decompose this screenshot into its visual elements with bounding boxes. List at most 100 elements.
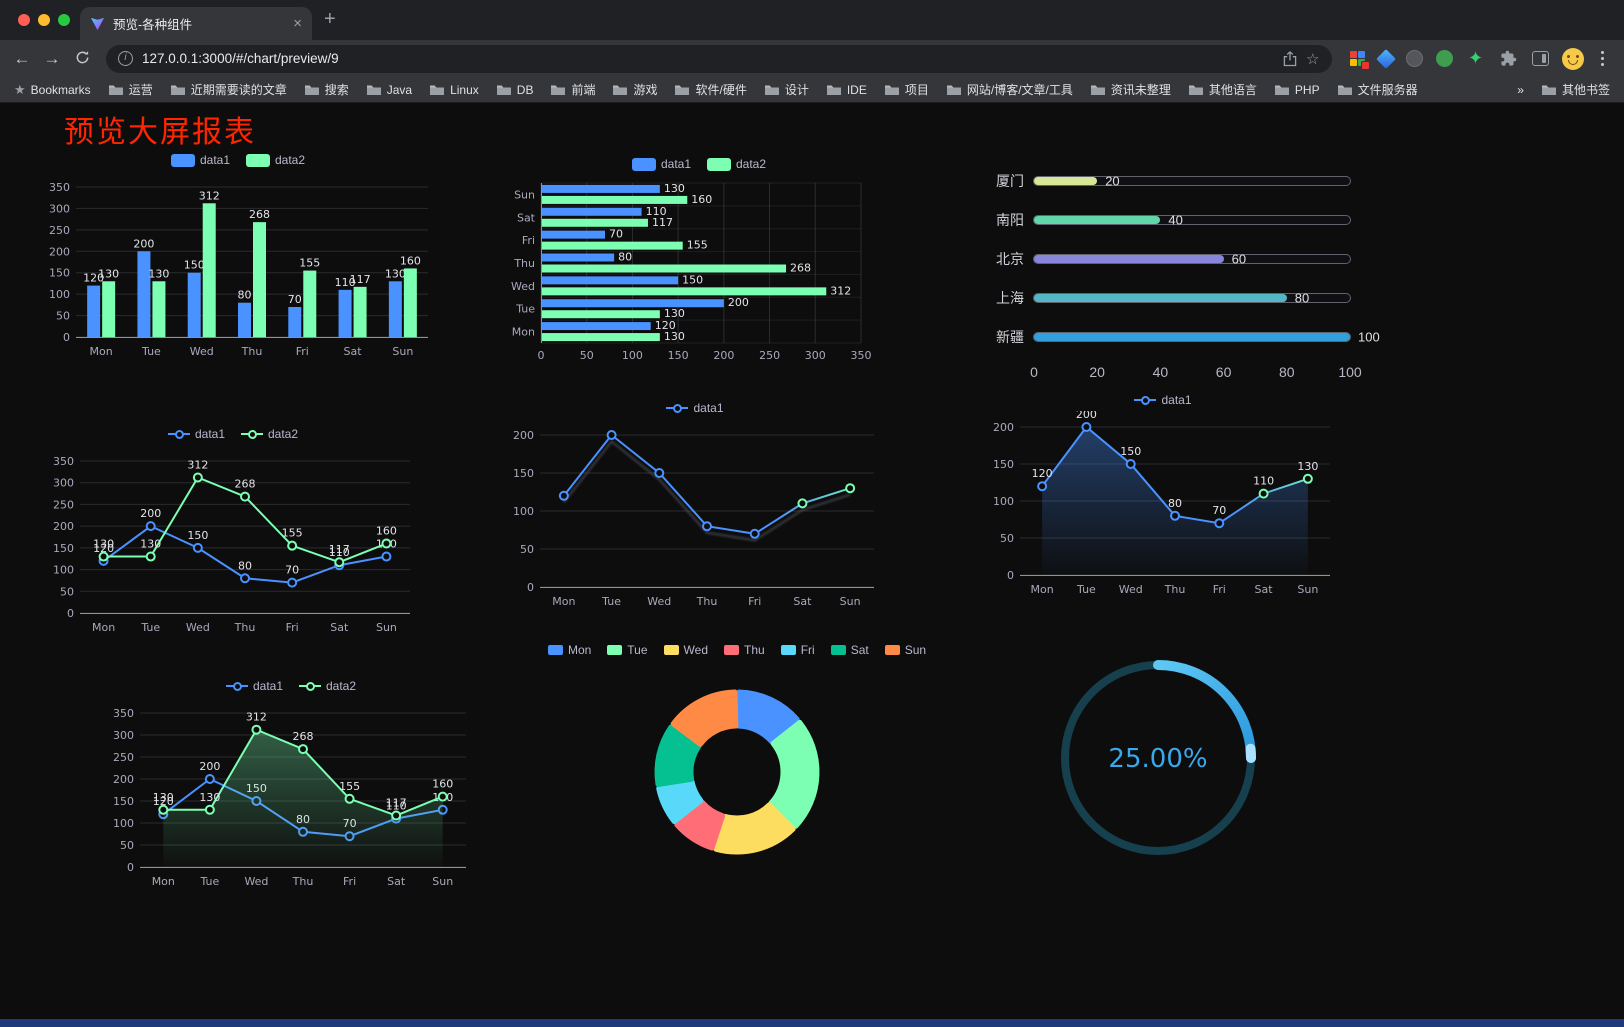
bookmark-item[interactable]: ★ Bookmarks [14, 82, 91, 98]
bar-chart[interactable]: data1 data2 [38, 149, 438, 363]
legend-item-data2[interactable]: data2 [299, 679, 356, 693]
browser-tab[interactable]: 预览-各种组件 × [80, 7, 312, 40]
close-window-button[interactable] [18, 14, 30, 26]
legend-item-data2[interactable]: data2 [707, 157, 766, 171]
line-chart-gradient-canvas[interactable] [502, 419, 888, 613]
legend-item-data1[interactable]: data1 [225, 679, 283, 693]
bookmark-label: 资讯未整理 [1110, 83, 1171, 97]
chart-legend: data1 [982, 389, 1344, 411]
ext-icon-blue-diamond[interactable] [1375, 48, 1396, 69]
legend-item-data1[interactable]: data1 [631, 157, 691, 171]
tab-close-icon[interactable]: × [293, 15, 302, 32]
bookmark-item[interactable]: 软件/硬件 [674, 81, 747, 98]
bookmark-item[interactable]: Linux [429, 83, 479, 97]
zoom-window-button[interactable] [58, 14, 70, 26]
legend-swatch [631, 157, 656, 171]
legend-label: data2 [326, 679, 357, 693]
line-chart-gradient[interactable]: data1 [502, 397, 888, 613]
bookmark-item[interactable]: 近期需要读的文章 [170, 81, 287, 98]
side-panel-icon[interactable] [1531, 51, 1549, 66]
bookmark-label: 运营 [128, 83, 153, 97]
legend-label: Mon [567, 643, 592, 657]
bookmark-item[interactable]: » [1517, 83, 1524, 97]
legend-item-Fri[interactable]: Fri [780, 643, 815, 657]
back-button[interactable]: ← [13, 49, 31, 68]
ext-badge [1360, 60, 1370, 70]
legend-item-data2[interactable]: data2 [246, 153, 305, 167]
browser-menu-icon[interactable] [1597, 50, 1609, 67]
bookmark-item[interactable]: 文件服务器 [1337, 81, 1418, 98]
ext-icon-green-circle[interactable] [1435, 50, 1453, 67]
ext-icon-green-star[interactable]: ✦ [1467, 48, 1484, 68]
bookmark-item[interactable]: 资讯未整理 [1090, 81, 1171, 98]
line-chart-two-series[interactable]: data1 data2 [42, 423, 424, 639]
url-text[interactable]: 127.0.0.1:3000/#/chart/preview/9 [142, 51, 339, 66]
bookmark-item[interactable]: 前端 [550, 81, 595, 98]
forward-button[interactable]: → [43, 49, 61, 68]
legend-item-Tue[interactable]: Tue [607, 643, 648, 657]
new-tab-button[interactable]: + [324, 8, 336, 30]
bookmark-item[interactable]: 设计 [764, 81, 809, 98]
bar-chart-canvas[interactable] [38, 171, 438, 363]
extensions-menu-icon[interactable] [1499, 49, 1519, 69]
bookmark-item[interactable]: IDE [826, 83, 867, 97]
progress-row-北京: 北京 60 [990, 239, 1350, 278]
legend-item-data2[interactable]: data2 [241, 427, 298, 441]
progress-track: 80 [1034, 290, 1350, 305]
progress-value: 100 [1358, 329, 1380, 344]
share-icon[interactable] [1283, 50, 1297, 67]
bookmark-item[interactable]: 搜索 [304, 81, 349, 98]
bookmark-item[interactable]: 运营 [108, 81, 153, 98]
line-area-chart[interactable]: data1 data2 [102, 675, 480, 893]
area-chart-canvas[interactable] [982, 411, 1344, 601]
chart-legend: data1 data2 [38, 149, 438, 171]
legend-item-Mon[interactable]: Mon [547, 643, 592, 657]
axis-tick-label: 0 [1030, 364, 1038, 380]
minimize-window-button[interactable] [38, 14, 50, 26]
hbar-chart-canvas[interactable] [503, 175, 895, 367]
progress-label: 南阳 [996, 211, 1024, 228]
legend-item-Sun[interactable]: Sun [884, 643, 926, 657]
folder-icon [675, 85, 690, 95]
reload-button[interactable] [68, 50, 96, 68]
address-bar[interactable]: i 127.0.0.1:3000/#/chart/preview/9 ☆ [106, 44, 1332, 73]
progress-bar-chart[interactable]: 厦门 20 南阳 40 北京 60 上海 80 新疆 100 0 20 40 60 80 100 [990, 159, 1380, 385]
legend-label: data1 [194, 427, 225, 441]
profile-avatar[interactable] [1561, 47, 1584, 70]
gauge-chart[interactable] [1040, 643, 1276, 873]
bookmark-item[interactable]: 项目 [884, 81, 929, 98]
donut-chart[interactable]: Mon Tue Wed Thu Fri Sat Sun [547, 639, 926, 883]
ext-icon-dark-circle[interactable] [1405, 50, 1423, 67]
legend-item-Sat[interactable]: Sat [830, 643, 869, 657]
site-info-icon[interactable]: i [118, 51, 133, 66]
legend-item-data1[interactable]: data1 [1134, 393, 1192, 407]
bookmark-item[interactable]: Java [366, 83, 412, 97]
legend-label: data1 [693, 401, 724, 415]
donut-chart-canvas[interactable] [552, 661, 922, 883]
progress-track: 100 [1034, 329, 1380, 344]
line-area-chart-canvas[interactable] [102, 697, 480, 893]
legend-item-data1[interactable]: data1 [167, 427, 225, 441]
bookmark-item[interactable]: 网站/博客/文章/工具 [946, 81, 1073, 98]
line-chart-two-series-canvas[interactable] [42, 445, 424, 639]
bookmark-item[interactable]: PHP [1274, 83, 1320, 97]
folder-icon [496, 85, 511, 95]
bookmark-item[interactable]: 游戏 [612, 81, 657, 98]
bookmark-star-icon[interactable]: ☆ [1306, 50, 1320, 68]
ext-icon-grid[interactable] [1350, 50, 1370, 70]
bookmark-label: 搜索 [324, 83, 349, 97]
folder-icon [1188, 85, 1203, 95]
legend-item-data1[interactable]: data1 [170, 153, 230, 167]
bookmark-label: » [1517, 82, 1524, 97]
area-chart[interactable]: data1 [982, 389, 1344, 601]
bookmark-item[interactable]: 其他语言 [1188, 81, 1257, 98]
legend-item-Thu[interactable]: Thu [724, 643, 765, 657]
legend-item-Wed[interactable]: Wed [663, 643, 708, 657]
bookmark-item[interactable]: DB [496, 83, 533, 97]
gauge-chart-canvas[interactable] [1040, 643, 1276, 873]
legend-item-data1[interactable]: data1 [666, 401, 724, 415]
progress-value: 80 [1294, 290, 1310, 305]
bookmark-item[interactable]: 其他书签 [1541, 81, 1610, 98]
hbar-chart[interactable]: data1 data2 [503, 153, 895, 367]
